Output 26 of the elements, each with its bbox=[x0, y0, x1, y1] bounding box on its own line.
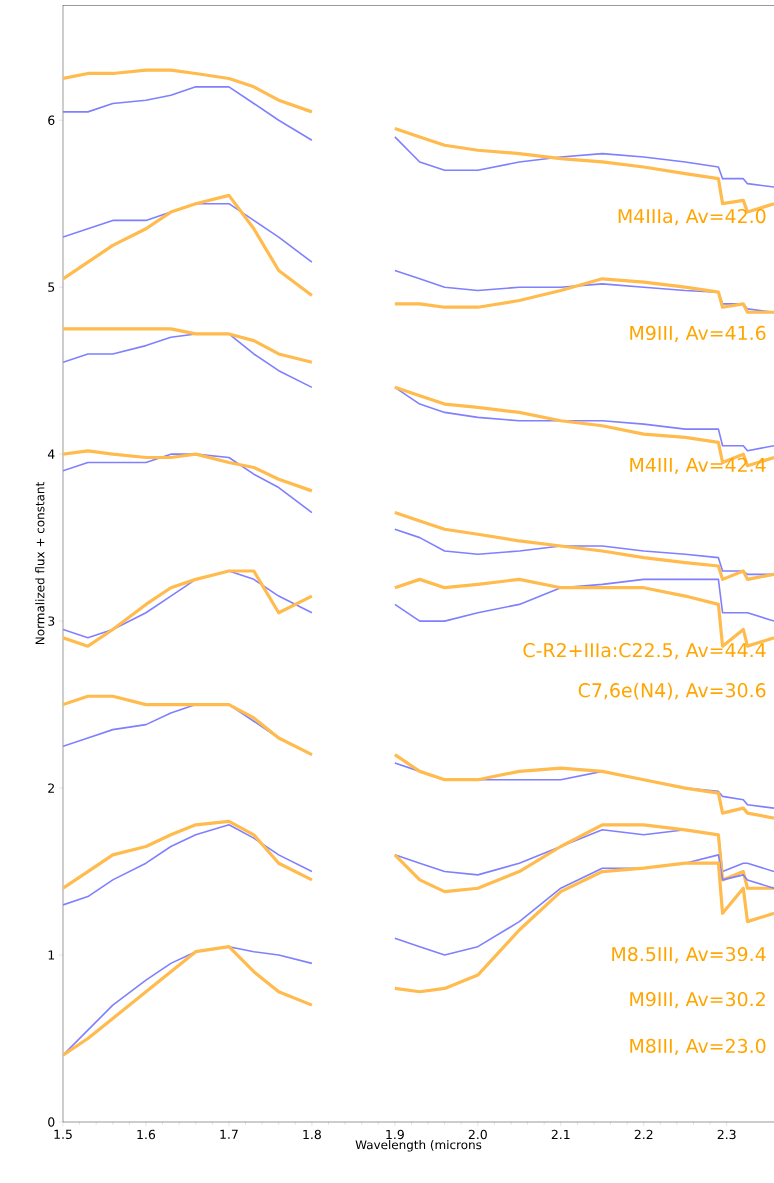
x-tick-label: 1.7 bbox=[220, 1129, 238, 1139]
annotation: M8III, Av=23.0 bbox=[630, 1038, 766, 1055]
annotation: M9III, Av=41.6 bbox=[630, 325, 766, 343]
x-tick-label: 2.3 bbox=[717, 1129, 736, 1140]
y-tick-label: 1 bbox=[48, 950, 55, 960]
y-tick-label: 0 bbox=[48, 1117, 55, 1127]
x-tick-label: 1.6 bbox=[137, 1129, 156, 1140]
annotation: M9III, Av=30.2 bbox=[630, 991, 765, 1009]
x-axis-title: Wavelength (microns bbox=[355, 1140, 482, 1152]
y-tick-label: 4 bbox=[47, 449, 55, 459]
y-tick-label: 6 bbox=[48, 115, 55, 125]
x-tick-label: 1.9 bbox=[386, 1129, 404, 1140]
x-tick-label: 1.8 bbox=[303, 1129, 321, 1140]
y-tick-label: 5 bbox=[48, 282, 55, 292]
x-tick-label: 2.1 bbox=[551, 1129, 570, 1140]
y-axis-title: Normalized flux + constant bbox=[35, 482, 45, 645]
annotation: M8.5III, Av=39.4 bbox=[612, 946, 766, 964]
annotation: C7,6e(N4), Av=30.6 bbox=[578, 682, 766, 700]
annotation: C-R2+IIIa:C22.5, Av=44.4 bbox=[523, 643, 766, 660]
x-tick-label: 2.2 bbox=[634, 1129, 653, 1140]
y-tick-label: 3 bbox=[48, 616, 55, 626]
y-tick-label: 2 bbox=[48, 783, 54, 793]
annotation: M4III, Av=42.4 bbox=[630, 457, 766, 474]
x-tick-label: 2.0 bbox=[468, 1129, 487, 1140]
x-tick-label: 1.5 bbox=[54, 1129, 72, 1140]
annotation: M4IIIa, Av=42.0 bbox=[618, 208, 766, 226]
